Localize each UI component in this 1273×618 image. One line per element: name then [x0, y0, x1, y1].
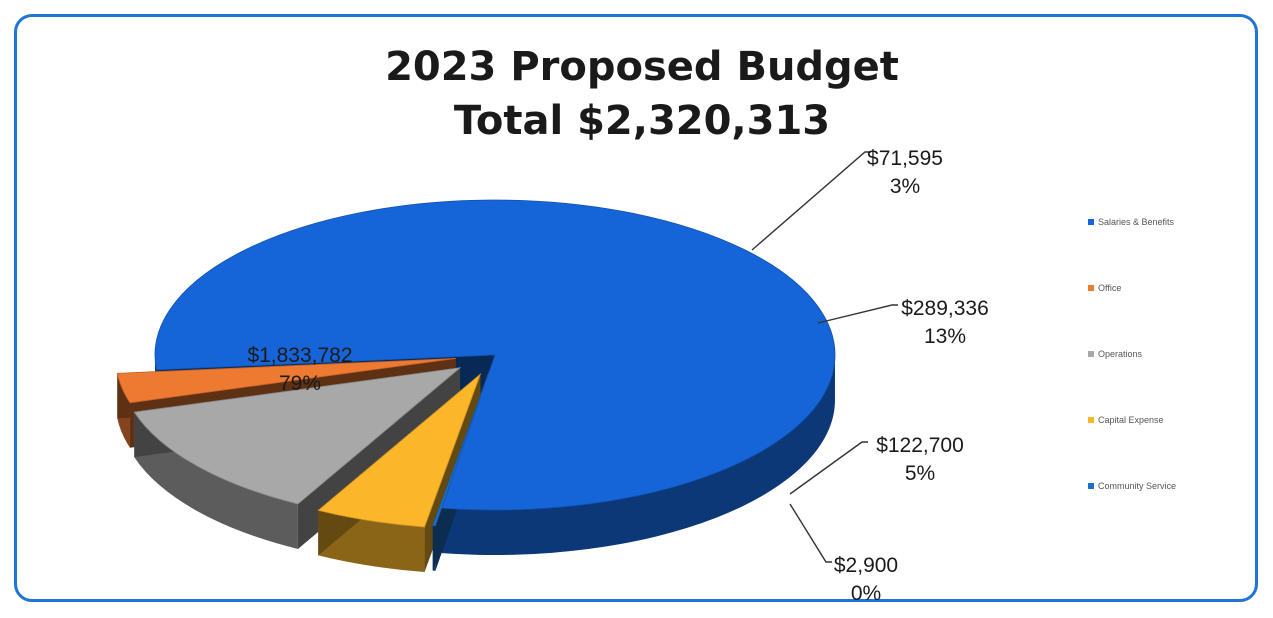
leader-line-office [751, 151, 871, 251]
legend-swatch-community-service [1088, 483, 1094, 489]
percent-label-operations: 13% [924, 325, 966, 348]
percent-label-salaries-and-benefits: 79% [279, 372, 321, 395]
leader-line-operations [817, 304, 898, 324]
legend-label-capital-expense: Capital Expense [1098, 415, 1164, 425]
legend-label-community-service: Community Service [1098, 481, 1176, 491]
pie-slice-salaries-and-benefits [154, 199, 836, 511]
value-label-salaries-and-benefits: $1,833,782 [247, 344, 352, 367]
legend: Salaries & Benefits Office Operations Capit… [1088, 217, 1176, 491]
pie-slice-community-service [432, 372, 489, 527]
value-label-capital-expense: $122,700 [876, 434, 964, 457]
pie-group [116, 199, 836, 573]
percent-label-office: 3% [890, 175, 920, 198]
legend-label-operations: Operations [1098, 349, 1143, 359]
legend-swatch-office [1088, 285, 1094, 291]
percent-label-community-service: 0% [851, 582, 881, 605]
data-labels: $1,833,782 79% $71,595 3% $289,336 13% $122,70… [247, 147, 988, 605]
legend-swatch-operations [1088, 351, 1094, 357]
legend-swatch-capital-expense [1088, 417, 1094, 423]
value-label-operations: $289,336 [901, 297, 989, 320]
slice-wall-operations [134, 412, 298, 549]
legend-label-salaries-and-benefits: Salaries & Benefits [1098, 217, 1175, 227]
legend-swatch-salaries-and-benefits [1088, 219, 1094, 225]
chart-title: 2023 Proposed Budget [385, 44, 899, 90]
leader-line-capital-expense [789, 441, 868, 495]
legend-label-office: Office [1098, 283, 1121, 293]
slice-wall-salaries-and-benefits [441, 355, 835, 555]
leader-lines [751, 151, 898, 563]
chart-subtitle: Total $2,320,313 [454, 98, 830, 144]
value-label-community-service: $2,900 [834, 554, 898, 577]
pie-slice-office [116, 358, 456, 404]
percent-label-capital-expense: 5% [905, 462, 935, 485]
pie-slice-operations [133, 367, 462, 505]
value-label-office: $71,595 [867, 147, 943, 170]
pie-slice-capital-expense [317, 372, 482, 528]
leader-line-community-service [789, 503, 832, 563]
